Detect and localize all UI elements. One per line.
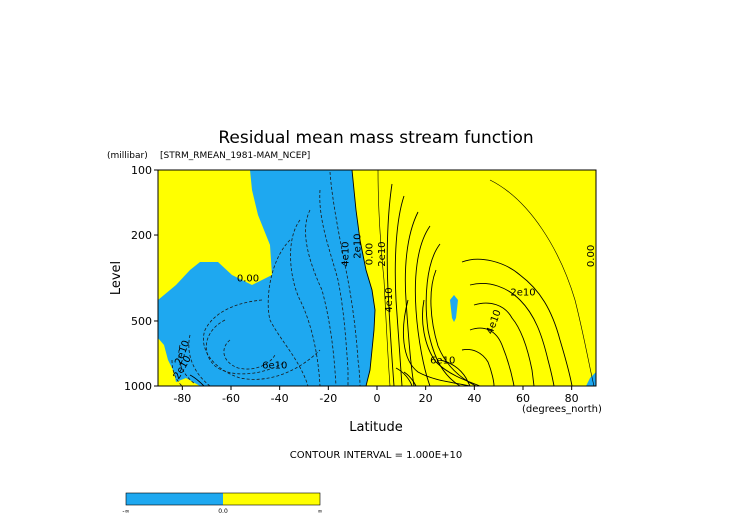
y-units-label: (millibar)	[107, 151, 148, 161]
colorbar: -∞ 0.0 ∞	[122, 492, 323, 515]
negative-contours	[171, 171, 361, 386]
contour-label: 0.00	[365, 243, 376, 265]
x-tick-label: 0	[374, 392, 381, 405]
colorbar-label-zero: 0.0	[218, 508, 228, 515]
y-tick-label: 500	[131, 315, 152, 328]
colorbar-label-min: -∞	[122, 508, 129, 515]
negative-fill-corner-right	[586, 372, 596, 386]
x-tick-label: 60	[516, 392, 530, 405]
x-tick-label: 80	[565, 392, 579, 405]
contour-label: 2e10	[377, 241, 388, 266]
contour-label: 0.00	[237, 274, 259, 285]
contour-label: 4e10	[384, 287, 395, 312]
y-axis: 100 200 500 1000	[124, 164, 158, 393]
negative-fill-region	[158, 170, 375, 386]
colorbar-negative	[126, 493, 223, 505]
plot-area	[158, 170, 596, 386]
contour-label: 2e10	[353, 233, 364, 258]
contour-label: 6e10	[430, 355, 455, 366]
negative-fill-spike	[450, 295, 458, 322]
x-axis: -80 -60 -40 -20 0 20 40 60 80	[173, 386, 579, 405]
chart-subtitle: [STRM_RMEAN_1981-MAM_NCEP]	[160, 151, 310, 161]
chart-title: Residual mean mass stream function	[218, 128, 533, 148]
y-tick-label: 1000	[124, 380, 152, 393]
colorbar-positive	[223, 493, 320, 505]
x-axis-title: Latitude	[349, 420, 403, 435]
x-tick-label: -60	[222, 392, 240, 405]
contour-label: 0.00	[586, 245, 597, 267]
x-units-label: (degrees_north)	[522, 404, 602, 415]
x-tick-label: -80	[173, 392, 191, 405]
contour-label: 4e10	[340, 241, 351, 266]
x-tick-label: 20	[419, 392, 433, 405]
contour-label: 6e10	[262, 361, 287, 372]
y-axis-title: Level	[109, 261, 124, 295]
contour-interval-text: CONTOUR INTERVAL = 1.000E+10	[290, 450, 462, 461]
positive-contours	[189, 170, 595, 386]
colorbar-frame	[125, 492, 321, 506]
x-tick-label: 40	[467, 392, 481, 405]
y-tick-label: 200	[131, 229, 152, 242]
colorbar-label-max: ∞	[318, 508, 323, 515]
x-tick-label: -40	[271, 392, 289, 405]
contour-label: 2e10	[510, 288, 535, 299]
x-tick-label: -20	[319, 392, 337, 405]
y-tick-label: 100	[131, 164, 152, 177]
